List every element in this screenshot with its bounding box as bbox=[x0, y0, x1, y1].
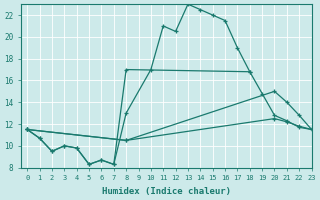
X-axis label: Humidex (Indice chaleur): Humidex (Indice chaleur) bbox=[102, 187, 231, 196]
